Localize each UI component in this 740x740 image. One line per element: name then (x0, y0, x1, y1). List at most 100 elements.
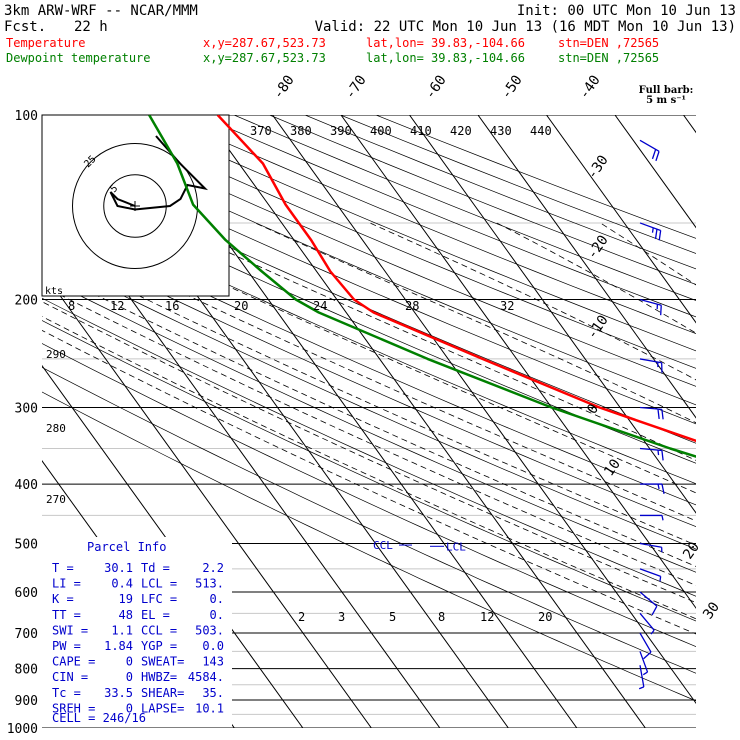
parcel-value: 0. (210, 592, 224, 606)
mixing-ratio-label: 24 (313, 299, 327, 313)
pressure-tick-label: 400 (15, 478, 38, 493)
pressure-tick-label: 300 (15, 401, 38, 416)
parcel-label: PW = (52, 639, 81, 653)
wind-barb-flag (661, 409, 664, 420)
dry-adiabat (269, 115, 696, 285)
parcel-row: T = 30.1 Td = 2.2 (52, 561, 224, 575)
parcel-value: 48 (119, 608, 133, 622)
parcel-label: Tc = (52, 686, 81, 700)
parcel-label: SWEAT= (141, 655, 184, 669)
wind-barb-flag (651, 149, 657, 160)
wind-barb (639, 568, 662, 582)
wind-barb-flag (651, 227, 654, 233)
legend-temperature-latlon: lat,lon= 39.83,-104.66 (366, 36, 525, 50)
wind-barb (639, 632, 652, 660)
mixing-ratio-label: 28 (405, 299, 419, 313)
dry-adiabat (56, 115, 696, 387)
legend-dewpoint: Dewpoint temperature (6, 51, 151, 65)
parcel-row: SWI = 1.1 CCL = 503. (52, 623, 224, 637)
moist-adiabat (600, 222, 696, 286)
wind-barb-staff (639, 632, 652, 653)
parcel-row: TT = 48 EL = 0. (52, 608, 224, 622)
valid-time: Valid: 22 UTC Mon 10 Jun 13 (16 MDT Mon … (315, 19, 736, 35)
parcel-value: 35. (202, 686, 224, 700)
parcel-row: CAPE = 0 SWEAT= 143 (52, 655, 224, 669)
temperature-tick-label: -60 (422, 72, 450, 102)
dry-adiabat (42, 177, 696, 464)
wind-barb-flag (657, 408, 660, 420)
dry-adiabat (162, 115, 696, 335)
theta-e-label: 380 (290, 124, 312, 138)
theta-e-label: 440 (530, 124, 552, 138)
temperature-tick-label: -50 (498, 72, 526, 102)
dry-adiabat (198, 115, 696, 318)
dry-adiabat (304, 115, 696, 270)
wind-barb (639, 406, 664, 420)
dry-adiabat (42, 366, 696, 674)
wind-barb (639, 542, 663, 553)
parcel-value: 1.1 (111, 623, 133, 637)
pressure-tick-label: 500 (15, 537, 38, 552)
dry-adiabat (233, 115, 696, 301)
temperature-tick-label: -80 (270, 72, 298, 102)
wind-barb-flag (659, 576, 662, 582)
wind-barb-staff (639, 665, 645, 688)
legend-temperature-xy: x,y=287.67,523.73 (203, 36, 326, 50)
wind-barb-staff (639, 651, 649, 673)
dry-adiabat (42, 297, 696, 597)
parcel-row: Tc = 33.5 SHEAR= 35. (52, 686, 224, 700)
theta-label: 270 (46, 493, 66, 506)
wind-barb-flag (661, 483, 665, 494)
lcl-label: LCL (446, 540, 466, 553)
wind-barb (639, 358, 663, 373)
parcel-label: TT = (52, 608, 81, 622)
theta-label: 280 (46, 422, 66, 435)
parcel-row: CIN = 0 HWBZ= 4584. (52, 670, 224, 684)
isotherm (683, 115, 696, 134)
theta-e-label: 390 (330, 124, 352, 138)
parcel-label: SWI = (52, 623, 88, 637)
hodograph-speed-label: kts (45, 286, 63, 297)
wind-barb-flag (638, 686, 645, 690)
wind-barb-flag (654, 229, 658, 240)
moist-adiabat (42, 301, 696, 604)
parcel-label: CAPE = (52, 655, 95, 669)
mixing-ratio-label: 3 (338, 610, 345, 624)
wind-barb-flag (651, 605, 658, 616)
parcel-row: K = 19 LFC = 0. (52, 592, 224, 606)
wind-barb-flag (657, 483, 660, 490)
parcel-value: 1.84 (104, 639, 133, 653)
wind-barb-staff (639, 591, 658, 607)
isotherm (340, 115, 696, 609)
sounding-profiles (148, 115, 696, 458)
moist-adiabat (42, 316, 696, 620)
pressure-tick-label: 800 (15, 663, 38, 678)
wind-barbs (638, 139, 665, 690)
parcel-label: K = (52, 592, 74, 606)
isotherm (409, 115, 696, 514)
parcel-value: 4584. (188, 670, 224, 684)
parcel-value: 0 (126, 655, 133, 669)
dry-adiabat (42, 276, 696, 573)
dry-adiabat (42, 343, 696, 647)
mixing-ratio-label: 8 (68, 299, 75, 313)
dry-adiabat (42, 124, 696, 406)
parcel-info-title: Parcel Info (87, 540, 166, 554)
parcel-value: 10.1 (195, 701, 224, 715)
ccl-label: CCL (373, 539, 393, 552)
model-title: 3km ARW-WRF -- NCAR/MMM (4, 3, 198, 19)
parcel-value: 2.2 (202, 561, 224, 575)
theta-e-label: 430 (490, 124, 512, 138)
parcel-label: HWBZ= (141, 670, 177, 684)
temperature-tick-label: 30 (700, 599, 723, 622)
wind-barb-staff (639, 612, 655, 631)
pressure-tick-label: 200 (15, 294, 38, 309)
parcel-label: LCL = (141, 577, 177, 591)
hodograph-trace (109, 135, 209, 211)
parcel-label: YGP = (141, 639, 177, 653)
parcel-info-panel: Parcel Info T = 30.1 Td = 2.2 LI = 0.4 LCL = 51… (42, 537, 232, 727)
parcel-value: 19 (119, 592, 133, 606)
wind-barb-flag (661, 450, 664, 461)
dewpoint-profile (148, 115, 696, 458)
